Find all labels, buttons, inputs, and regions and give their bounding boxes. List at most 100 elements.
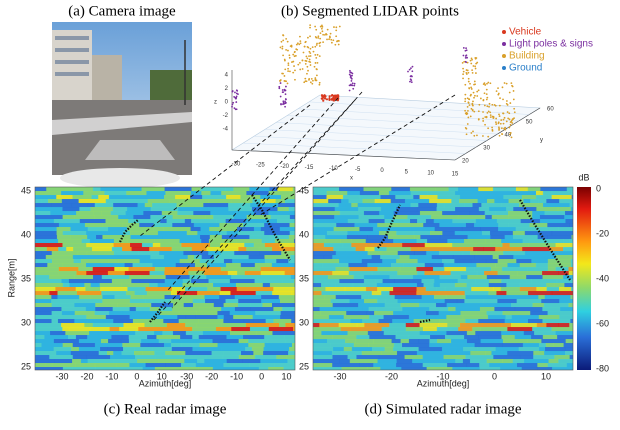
radar-cell bbox=[200, 227, 209, 232]
radar-cell bbox=[113, 319, 133, 324]
radar-cell bbox=[345, 291, 373, 296]
radar-cell bbox=[394, 211, 421, 216]
radar-cell bbox=[396, 231, 414, 236]
radar-cell bbox=[73, 343, 96, 348]
radar-cell bbox=[542, 275, 563, 280]
radar-cell bbox=[563, 247, 578, 252]
lidar-point bbox=[309, 27, 311, 29]
radar-cell bbox=[88, 359, 114, 364]
radar-cell bbox=[289, 347, 297, 352]
radar-cell bbox=[134, 351, 142, 356]
radar-cell bbox=[295, 283, 303, 288]
lidar-point bbox=[412, 66, 414, 68]
radar-cell bbox=[210, 191, 221, 196]
radar-cell bbox=[86, 307, 96, 312]
radar-cell bbox=[552, 367, 564, 372]
radar-cell bbox=[59, 223, 86, 228]
radar-cell bbox=[417, 287, 427, 292]
radar-cell bbox=[313, 267, 336, 272]
radar-cell bbox=[453, 255, 475, 260]
radar-cell bbox=[95, 203, 114, 208]
radar-cell bbox=[431, 215, 458, 220]
radar-cell bbox=[180, 259, 201, 264]
radar-cell bbox=[375, 279, 383, 284]
radar-cell bbox=[322, 271, 333, 276]
lidar-point bbox=[299, 36, 301, 38]
lidar-point bbox=[331, 42, 333, 44]
radar-cell bbox=[334, 227, 360, 232]
radar-cell bbox=[263, 351, 288, 356]
radar-cell bbox=[35, 239, 59, 244]
radar-cell bbox=[144, 323, 153, 328]
lidar-point bbox=[231, 104, 233, 106]
radar-cell bbox=[210, 243, 221, 248]
lidar-point bbox=[339, 26, 341, 28]
radar-cell bbox=[52, 303, 75, 308]
radar-cell bbox=[547, 287, 560, 292]
radar-cell bbox=[248, 343, 265, 348]
radar-cell bbox=[403, 263, 425, 268]
radar-cell bbox=[527, 339, 542, 344]
lidar-point bbox=[474, 83, 476, 85]
radar-cell bbox=[372, 255, 381, 260]
radar-cell bbox=[241, 263, 255, 268]
radar-cell bbox=[522, 367, 538, 372]
radar-cell bbox=[507, 279, 531, 284]
radar-cell bbox=[50, 195, 57, 200]
radar-cell bbox=[313, 231, 327, 236]
radar-cell bbox=[35, 347, 54, 352]
radar-cell bbox=[419, 323, 438, 328]
radar-cell bbox=[73, 255, 101, 260]
radar-cell bbox=[373, 363, 396, 368]
radar-cell bbox=[123, 347, 135, 352]
radar-cell bbox=[52, 311, 63, 316]
lidar-point bbox=[489, 82, 491, 84]
radar-cell bbox=[528, 319, 543, 324]
radar-cell bbox=[358, 303, 385, 308]
radar-cell bbox=[196, 323, 221, 328]
radar-cell bbox=[192, 335, 199, 340]
radar-cell bbox=[478, 187, 493, 192]
lidar-point bbox=[289, 57, 291, 59]
radar-cell bbox=[463, 315, 489, 320]
radar-cell bbox=[552, 291, 578, 296]
radar-cell bbox=[209, 199, 232, 204]
radar-cell bbox=[447, 351, 470, 356]
radar-cell bbox=[216, 219, 226, 224]
radar-cell bbox=[478, 335, 502, 340]
radar-cell bbox=[458, 327, 472, 332]
radar-cell bbox=[474, 223, 499, 228]
radar-cell bbox=[345, 255, 372, 260]
radar-cell bbox=[149, 247, 172, 252]
radar-cell bbox=[224, 315, 234, 320]
radar-cell bbox=[498, 227, 516, 232]
radar-cell bbox=[512, 315, 519, 320]
lidar-point bbox=[468, 81, 470, 83]
radar-cell bbox=[91, 283, 101, 288]
radar-cell bbox=[377, 223, 397, 228]
lidar-point bbox=[470, 132, 472, 134]
radar-cell bbox=[523, 239, 530, 244]
radar-cell bbox=[313, 247, 334, 252]
x-tick-label: 5 bbox=[405, 169, 409, 175]
radar-cell bbox=[191, 191, 202, 196]
radar-cell bbox=[112, 279, 132, 284]
radar-cell bbox=[386, 203, 396, 208]
radar-cell bbox=[250, 327, 269, 332]
lidar-point bbox=[232, 102, 234, 104]
radar-cell bbox=[356, 247, 366, 252]
radar-cell bbox=[442, 347, 464, 352]
radar-cell bbox=[313, 255, 324, 260]
radar-cell bbox=[476, 263, 495, 268]
lidar-point bbox=[513, 90, 515, 92]
radar-cell bbox=[409, 339, 419, 344]
radar-cell bbox=[131, 279, 140, 284]
radar-cell bbox=[341, 327, 351, 332]
radar-cell bbox=[395, 335, 409, 340]
radar-cell bbox=[114, 359, 138, 364]
lidar-point bbox=[285, 102, 287, 104]
lidar-point bbox=[335, 35, 337, 37]
radar-cell bbox=[221, 287, 238, 292]
radar-cell bbox=[438, 323, 447, 328]
lidar-point bbox=[330, 39, 332, 41]
